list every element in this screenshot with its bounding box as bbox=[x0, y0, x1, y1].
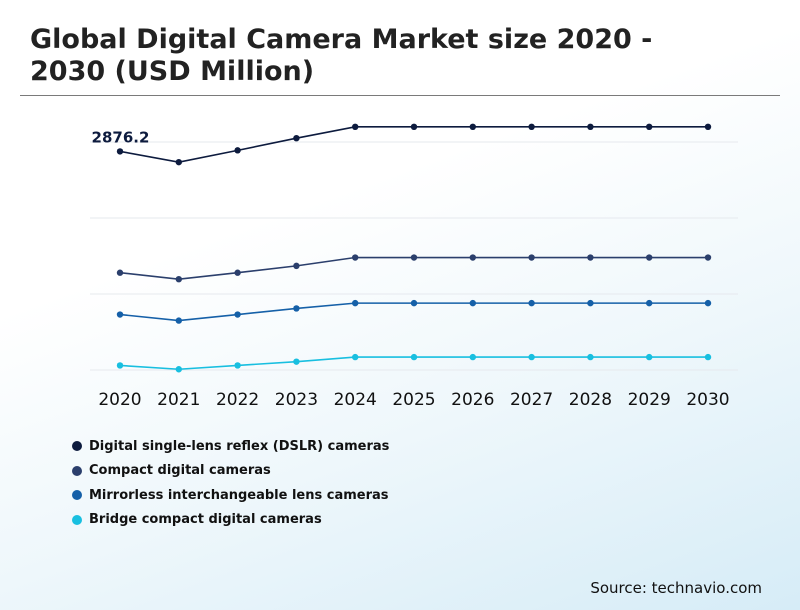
data-point bbox=[587, 254, 594, 261]
data-point bbox=[293, 305, 300, 312]
series-line-2 bbox=[119, 256, 708, 280]
data-point bbox=[175, 366, 182, 373]
data-point bbox=[528, 299, 535, 307]
data-point bbox=[469, 299, 476, 307]
legend-item: Compact digital cameras bbox=[72, 459, 389, 484]
legend-marker-icon bbox=[72, 490, 82, 501]
x-tick-label: 2020 bbox=[98, 390, 141, 410]
data-point bbox=[469, 123, 476, 130]
legend-marker-icon bbox=[72, 441, 82, 452]
data-point bbox=[587, 123, 594, 130]
legend-label: Digital single-lens reflex (DSLR) camera… bbox=[89, 438, 390, 454]
legend-label: Compact digital cameras bbox=[89, 463, 271, 479]
x-tick-label: 2024 bbox=[334, 390, 377, 410]
data-point bbox=[352, 254, 359, 261]
data-point bbox=[116, 148, 124, 155]
data-point bbox=[175, 275, 182, 283]
data-point bbox=[528, 254, 535, 261]
chart-legend: Digital single-lens reflex (DSLR) camera… bbox=[72, 434, 389, 532]
x-tick-label: 2027 bbox=[510, 390, 553, 410]
data-point bbox=[587, 353, 594, 361]
data-point bbox=[646, 254, 653, 261]
series-line-1 bbox=[119, 125, 708, 163]
legend-marker-icon bbox=[72, 514, 82, 525]
data-point bbox=[234, 147, 241, 154]
line-chart: 2020 2021 2022 2023 2024 2025 2026 2027 2028 2029… bbox=[90, 123, 738, 410]
data-point bbox=[234, 311, 241, 318]
data-point bbox=[234, 362, 241, 369]
legend-item: Digital single-lens reflex (DSLR) camera… bbox=[72, 434, 389, 459]
legend-label: Bridge compact digital cameras bbox=[89, 512, 322, 528]
x-tick-label: 2029 bbox=[628, 390, 671, 410]
data-point bbox=[352, 123, 359, 130]
data-point bbox=[352, 353, 359, 361]
x-tick-label: 2023 bbox=[275, 390, 318, 410]
data-point bbox=[704, 353, 712, 361]
x-tick-label: 2025 bbox=[392, 390, 435, 410]
data-point bbox=[646, 353, 653, 361]
legend-marker-icon bbox=[72, 465, 82, 476]
data-point bbox=[234, 269, 241, 276]
data-point bbox=[587, 299, 594, 307]
data-point bbox=[175, 317, 182, 324]
data-point bbox=[352, 299, 359, 307]
data-point bbox=[410, 123, 418, 130]
chart-title: Global Digital Camera Market size 2020 -… bbox=[30, 24, 653, 87]
data-point bbox=[293, 358, 300, 365]
data-point bbox=[116, 269, 124, 276]
data-point bbox=[528, 123, 535, 130]
x-tick-label: 2030 bbox=[686, 390, 729, 410]
data-point bbox=[469, 254, 476, 261]
data-point bbox=[646, 123, 653, 130]
data-point bbox=[410, 353, 418, 361]
data-point bbox=[175, 158, 182, 166]
data-point bbox=[704, 254, 712, 261]
data-point bbox=[528, 353, 535, 361]
data-point bbox=[116, 362, 124, 369]
data-point bbox=[293, 135, 300, 142]
legend-label: Mirrorless interchangeable lens cameras bbox=[89, 487, 389, 503]
legend-item: Bridge compact digital cameras bbox=[72, 508, 389, 533]
data-point bbox=[469, 353, 476, 361]
title-divider bbox=[20, 95, 780, 96]
data-point bbox=[704, 299, 712, 307]
data-point bbox=[410, 299, 418, 307]
legend-item: Mirrorless interchangeable lens cameras bbox=[72, 483, 389, 508]
data-point bbox=[293, 262, 300, 270]
source-note: Source: technavio.com bbox=[590, 579, 762, 597]
data-label: 2876.2 bbox=[92, 128, 150, 146]
x-tick-label: 2021 bbox=[157, 390, 200, 410]
x-tick-label: 2026 bbox=[451, 390, 494, 410]
data-point bbox=[116, 311, 124, 318]
x-tick-label: 2028 bbox=[569, 390, 612, 410]
x-tick-label: 2022 bbox=[216, 390, 259, 410]
data-point bbox=[704, 123, 712, 130]
data-point bbox=[410, 254, 418, 261]
data-point bbox=[646, 299, 653, 307]
